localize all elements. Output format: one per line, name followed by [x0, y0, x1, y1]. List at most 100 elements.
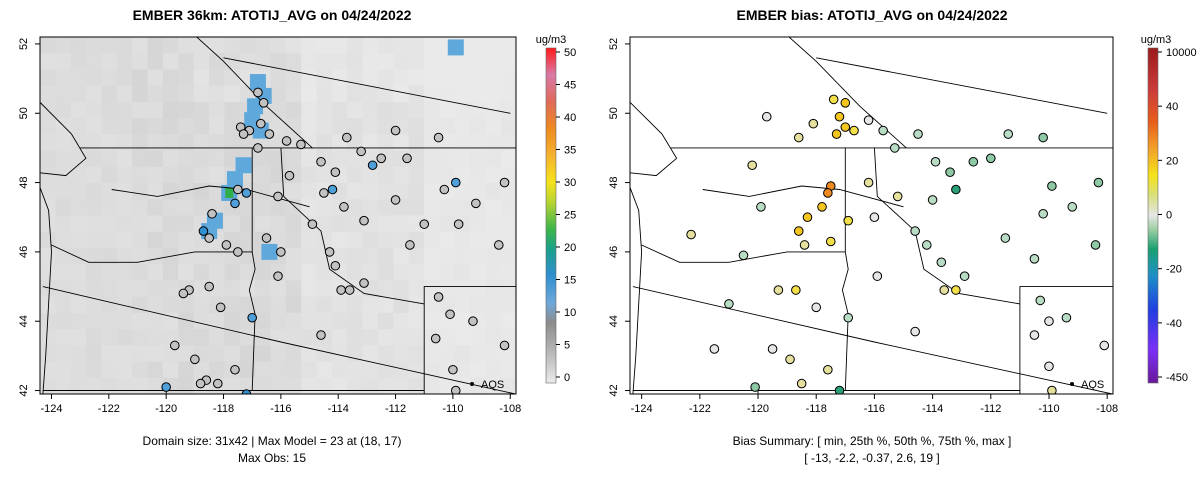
grid-cell: [362, 199, 379, 216]
bias-point: [686, 229, 696, 240]
bias-point: [724, 299, 734, 309]
grid-cell: [470, 134, 487, 152]
panel-1-map: [40, 37, 516, 394]
grid-cell: [347, 329, 364, 346]
station-point: [336, 285, 346, 295]
grid-cell: [285, 280, 302, 298]
grid-cell: [116, 134, 133, 152]
grid-cell: [362, 296, 379, 314]
grid-cell: [285, 37, 302, 54]
grid-cell: [424, 361, 441, 379]
y-tick-label: 46: [608, 246, 620, 258]
station-point: [230, 364, 240, 375]
x-tick-label: -122: [98, 403, 120, 415]
grid-cell: [55, 345, 72, 363]
grid-cell: [239, 280, 256, 298]
grid-cell: [408, 85, 425, 103]
grid-cell: [377, 118, 394, 135]
x-tick-label: -118: [806, 403, 827, 415]
grid-cell: [178, 231, 195, 249]
border-line: [816, 57, 1108, 114]
grid-cell: [193, 247, 210, 265]
grid-cell: [485, 166, 502, 184]
grid-cell: [147, 264, 164, 281]
grid-cell: [224, 215, 241, 233]
grid-cell: [239, 215, 256, 233]
grid-cell: [55, 53, 72, 70]
grid-cell: [362, 312, 379, 330]
grid-cell: [86, 166, 103, 184]
grid-cell: [255, 215, 272, 233]
grid-cell: [70, 329, 87, 346]
bias-point: [872, 271, 883, 281]
grid-cell: [500, 199, 516, 216]
panel-1-x-axis: -124 -122 -120 -118 -116 -114 -112 -110 -108: [40, 394, 521, 415]
grid-cell: [101, 183, 118, 200]
grid-cell: [70, 69, 87, 87]
grid-cell: [147, 166, 164, 184]
colorbar-ticks: -450 -40 -20 0 20 40 10000: [1158, 47, 1197, 384]
border-line: [51, 244, 253, 263]
bias-point: [889, 143, 900, 153]
grid-cell: [424, 231, 441, 249]
grid-cell: [454, 312, 471, 330]
bias-point: [1029, 330, 1040, 340]
station-point: [230, 198, 240, 209]
grid-cell: [101, 345, 118, 363]
panel-2-y-axis: 42 44 46 48 50 52: [608, 38, 630, 397]
legend-label: AQS: [1081, 379, 1104, 391]
grid-cell: [500, 361, 516, 379]
station-point: [433, 292, 444, 302]
grid-cell: [270, 150, 287, 168]
grid-cell: [178, 37, 195, 54]
grid-cell: [439, 118, 456, 135]
grid-cell: [316, 118, 333, 135]
grid-cell: [86, 215, 103, 233]
station-point: [468, 316, 478, 327]
grid-cell: [485, 199, 502, 216]
grid-cell: [193, 312, 210, 330]
grid-cell: [347, 296, 364, 314]
colorbar-tick-label: 0: [564, 372, 570, 384]
grid-cell: [40, 361, 56, 379]
grid-cell: [500, 53, 516, 70]
grid-cell: [316, 312, 333, 330]
station-point: [190, 354, 200, 365]
grid-cell: [285, 199, 302, 216]
grid-cell: [439, 69, 456, 87]
grid-cell: [101, 296, 118, 314]
grid-cell: [439, 280, 456, 298]
grid-cell: [331, 37, 348, 54]
station-point: [439, 184, 450, 195]
station-point: [319, 188, 329, 198]
y-tick-label: 48: [18, 176, 30, 188]
bias-point: [1067, 202, 1078, 212]
grid-cell: [55, 264, 72, 281]
grid-cell: [86, 199, 103, 216]
colorbar-tick-label: 20: [564, 242, 576, 254]
border-line: [423, 286, 516, 304]
station-point: [344, 285, 355, 295]
panel-1-colorbar: ug/m3 0 5 10 15 20 25 30 35 40 45 50: [536, 34, 577, 384]
station-point: [264, 129, 275, 139]
grid-cell: [178, 377, 195, 394]
grid-cell: [316, 101, 333, 119]
grid-cell: [408, 280, 425, 298]
grid-cell: [208, 118, 225, 135]
grid-cell: [362, 101, 379, 119]
grid-cell: [132, 85, 149, 103]
grid-cell: [132, 329, 149, 346]
grid-cell: [147, 183, 164, 200]
station-point: [367, 160, 378, 171]
bias-point: [817, 202, 827, 212]
grid-cell: [377, 280, 394, 298]
grid-cell: [301, 361, 318, 379]
grid-cell: [101, 361, 118, 379]
grid-cell: [208, 53, 225, 70]
grid-cell: [239, 377, 256, 394]
grid-cell: [270, 101, 287, 119]
grid-cell: [255, 345, 272, 363]
grid-cell: [316, 377, 333, 394]
grid-cell: [424, 53, 441, 70]
grid-cell: [208, 247, 225, 265]
